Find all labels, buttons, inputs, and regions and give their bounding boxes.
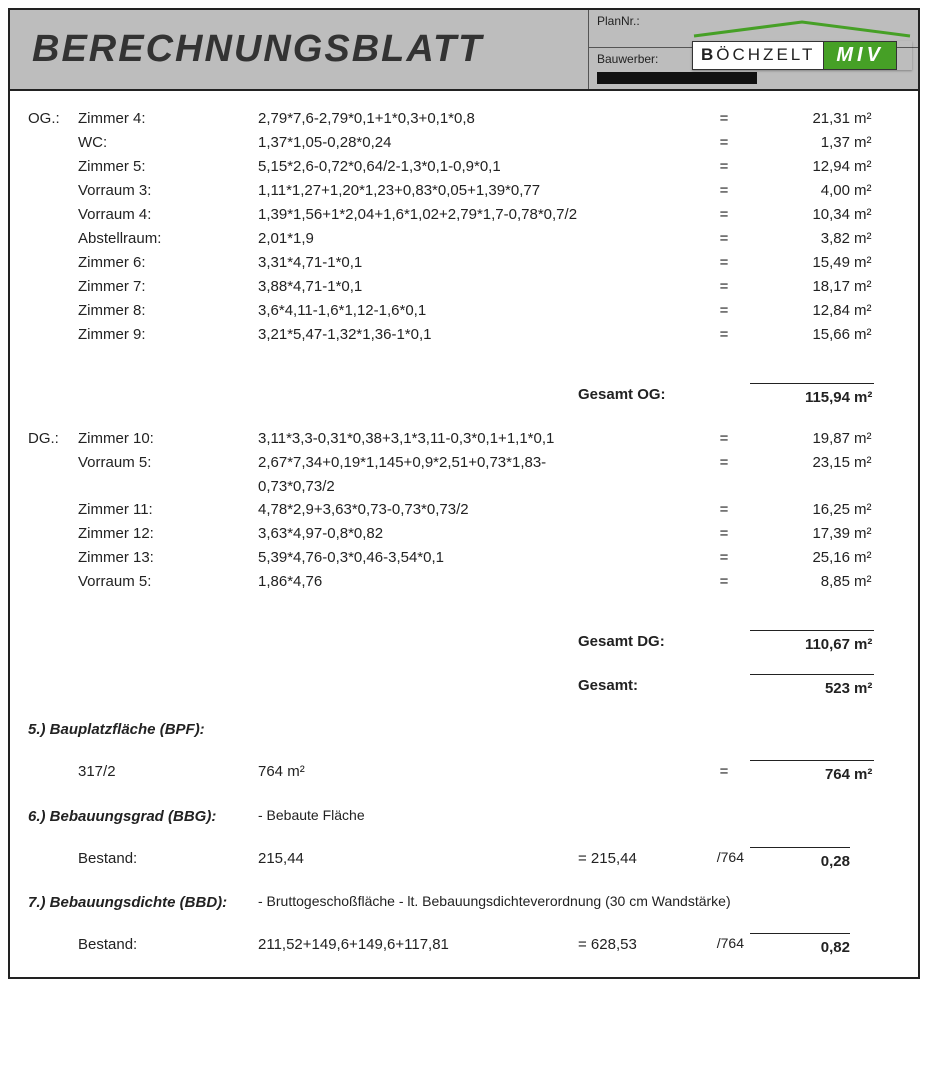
table-row: Zimmer 7:3,88*4,71-1*0,1=18,17m² — [28, 275, 900, 299]
plan-label: PlanNr.: — [597, 14, 640, 28]
calc: 764 m² — [258, 760, 578, 783]
table-row: Abstellraum:2,01*1,9=3,82m² — [28, 227, 900, 251]
unit: m² — [850, 630, 874, 656]
unit: m² — [850, 107, 874, 130]
page-title: BERECHNUNGSBLATT — [32, 28, 578, 71]
section-heading: 7.) Bebauungsdichte (BBD): - Bruttogesch… — [28, 891, 900, 915]
calculation-sheet: BERECHNUNGSBLATT PlanNr.: BÖCHZELT MIV B… — [8, 8, 920, 979]
level-tag: OG.: — [28, 107, 78, 130]
value: 0,28 — [750, 847, 850, 873]
calc: 2,79*7,6-2,79*0,1+1*0,3+0,1*0,8 — [258, 107, 578, 130]
subtotal-row: Gesamt DG: 110,67 m² — [28, 630, 900, 656]
bauwerber-label: Bauwerber: — [597, 52, 658, 66]
grand-total-value: 523 — [750, 674, 850, 700]
note: - Bruttogeschoßfläche - lt. Bebauungsdic… — [258, 891, 850, 913]
divisor: /764 — [698, 933, 750, 955]
table-row: Vorraum 5:1,86*4,76=8,85m² — [28, 570, 900, 594]
table-row: Zimmer 11:4,78*2,9+3,63*0,73-0,73*0,73/2… — [28, 498, 900, 522]
header: BERECHNUNGSBLATT PlanNr.: BÖCHZELT MIV B… — [10, 10, 918, 91]
roof-icon — [692, 20, 912, 38]
unit: m² — [850, 383, 874, 409]
subtotal-label: Gesamt OG: — [578, 383, 698, 406]
table-row: 317/2 764 m² = 764 m² — [28, 760, 900, 786]
calc: 215,44 — [258, 847, 578, 870]
grand-total-label: Gesamt: — [578, 674, 698, 697]
room-name: Zimmer 4: — [78, 107, 258, 130]
section-heading: 5.) Bauplatzfläche (BPF): — [28, 718, 900, 742]
subtotal-label: Gesamt DG: — [578, 630, 698, 653]
table-row: Vorraum 4:1,39*1,56+1*2,04+1,6*1,02+2,79… — [28, 203, 900, 227]
calc: 211,52+149,6+149,6+117,81 — [258, 933, 578, 956]
note: - Bebaute Fläche — [258, 805, 578, 827]
value: 764 — [750, 760, 850, 786]
table-row: DG.: Zimmer 10:3,11*3,3-0,31*0,38+3,1*3,… — [28, 427, 900, 451]
table-row: Zimmer 6:3,31*4,71-1*0,1=15,49m² — [28, 251, 900, 275]
eq-value: = 215,44 — [578, 847, 698, 870]
value: 0,82 — [750, 933, 850, 959]
table-row: Vorraum 5:2,67*7,34+0,19*1,145+0,9*2,51+… — [28, 451, 900, 498]
subtotal-row: Gesamt OG: 115,94 m² — [28, 383, 900, 409]
eq-value: = 628,53 — [578, 933, 698, 956]
grand-total-row: Gesamt: 523 m² — [28, 674, 900, 700]
unit: m² — [850, 760, 874, 786]
table-row: Bestand: 211,52+149,6+149,6+117,81 = 628… — [28, 933, 900, 959]
table-row: OG.: Zimmer 4: 2,79*7,6-2,79*0,1+1*0,3+0… — [28, 107, 900, 131]
subtotal-value: 110,67 — [750, 630, 850, 656]
subtotal-value: 115,94 — [750, 383, 850, 409]
section-heading: 6.) Bebauungsgrad (BBG): - Bebaute Fläch… — [28, 805, 900, 829]
value: 21,31 — [750, 107, 850, 130]
unit: m² — [850, 674, 874, 700]
table-row: WC:1,37*1,05-0,28*0,24=1,37m² — [28, 131, 900, 155]
row-name: Bestand: — [28, 847, 258, 870]
table-row: Zimmer 8:3,6*4,11-1,6*1,12-1,6*0,1=12,84… — [28, 299, 900, 323]
divisor: /764 — [698, 847, 750, 869]
table-row: Bestand: 215,44 = 215,44 /764 0,28 — [28, 847, 900, 873]
table-row: Zimmer 5:5,15*2,6-0,72*0,64/2-1,3*0,1-0,… — [28, 155, 900, 179]
redacted-bar — [597, 72, 757, 84]
parcel-id: 317/2 — [28, 760, 258, 783]
row-name: Bestand: — [28, 933, 258, 956]
table-row: Zimmer 12:3,63*4,97-0,8*0,82=17,39m² — [28, 522, 900, 546]
level-tag: DG.: — [28, 427, 78, 450]
table-row: Zimmer 9:3,21*5,47-1,32*1,36-1*0,1=15,66… — [28, 323, 900, 347]
sheet-body: OG.: Zimmer 4: 2,79*7,6-2,79*0,1+1*0,3+0… — [10, 91, 918, 977]
table-row: Zimmer 13:5,39*4,76-0,3*0,46-3,54*0,1=25… — [28, 546, 900, 570]
table-row: Vorraum 3:1,11*1,27+1,20*1,23+0,83*0,05+… — [28, 179, 900, 203]
